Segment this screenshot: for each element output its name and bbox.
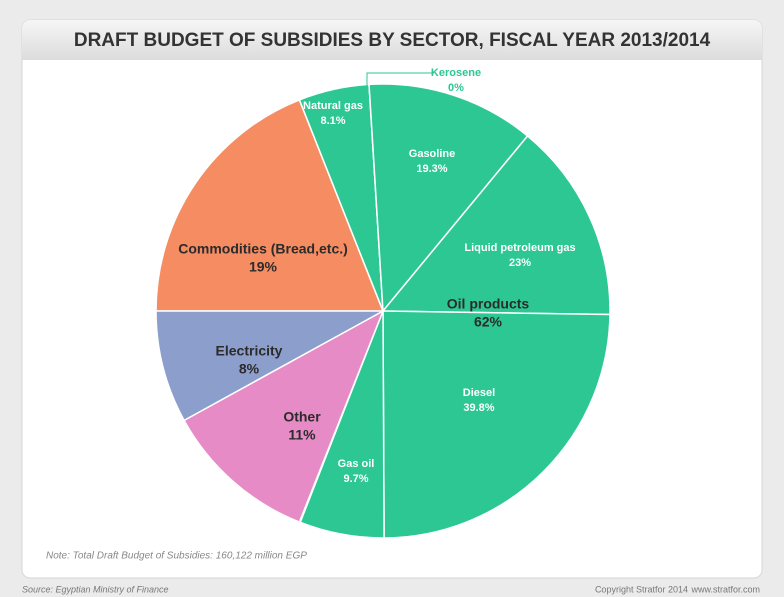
slice-value: 8% — [239, 361, 260, 377]
sub-label: Kerosene — [431, 67, 481, 79]
sub-label: Gasoline — [409, 148, 455, 160]
chart-title: DRAFT BUDGET OF SUBSIDIES BY SECTOR, FIS… — [74, 30, 711, 51]
slice-label: Commodities (Bread,etc.) — [178, 241, 348, 257]
sub-value: 23% — [509, 257, 531, 269]
sub-label: Liquid petroleum gas — [464, 242, 575, 254]
slice-value: 19% — [249, 259, 278, 275]
slice-label: Electricity — [216, 343, 283, 359]
pie — [156, 84, 610, 538]
slice-value: 62% — [474, 314, 503, 330]
slice-label: Oil products — [447, 296, 530, 312]
sub-value: 0% — [448, 82, 464, 94]
slice-value: 11% — [288, 427, 316, 443]
sub-value: 39.8% — [463, 402, 494, 414]
sub-value: 8.1% — [320, 115, 345, 127]
sub-label: Natural gas — [303, 100, 363, 112]
note: Note: Total Draft Budget of Subsidies: 1… — [46, 551, 307, 562]
sub-value: 19.3% — [416, 163, 447, 175]
copyright: Copyright Stratfor 2014 — [595, 584, 688, 594]
source: Source: Egyptian Ministry of Finance — [22, 584, 169, 594]
sub-label: Diesel — [463, 387, 495, 399]
sub-value: 9.7% — [343, 473, 368, 485]
slice-label: Other — [283, 409, 321, 425]
website: www.stratfor.com — [690, 584, 760, 594]
sub-label: Gas oil — [338, 458, 375, 470]
